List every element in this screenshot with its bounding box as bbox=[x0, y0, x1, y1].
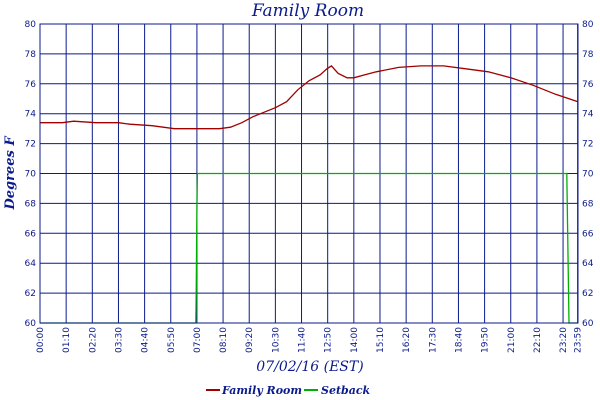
legend-label-setback: Setback bbox=[321, 384, 371, 397]
x-tick-label: 07:00 bbox=[193, 327, 203, 353]
x-tick-label: 16:20 bbox=[402, 327, 412, 353]
y-tick-label-right: 70 bbox=[582, 170, 594, 180]
y-tick-label-right: 60 bbox=[582, 319, 594, 329]
y-axis-title: Degrees F bbox=[3, 136, 18, 211]
x-tick-label: 23:20 bbox=[559, 327, 569, 353]
y-tick-label-left: 74 bbox=[25, 110, 37, 120]
y-tick-label-right: 72 bbox=[582, 140, 593, 150]
x-axis-title: 07/02/16 (EST) bbox=[256, 359, 363, 375]
x-tick-label: 18:40 bbox=[454, 327, 464, 353]
x-tick-label: 14:00 bbox=[350, 327, 360, 353]
y-tick-label-right: 80 bbox=[582, 20, 594, 30]
plot-frame bbox=[39, 23, 579, 324]
y-tick-label-left: 60 bbox=[25, 319, 37, 329]
x-tick-label: 22:10 bbox=[533, 327, 543, 353]
x-tick-label: 04:40 bbox=[141, 327, 151, 353]
x-tick-label: 10:30 bbox=[271, 327, 281, 353]
legend-label-family-room: Family Room bbox=[221, 384, 302, 397]
series-line-setback bbox=[40, 172, 578, 324]
x-tick-label: 00:00 bbox=[36, 327, 46, 353]
x-tick-label: 15:10 bbox=[376, 327, 386, 353]
x-tick-label: 23:59 bbox=[574, 327, 584, 353]
y-tick-label-left: 64 bbox=[25, 259, 37, 269]
y-tick-label-left: 68 bbox=[25, 199, 37, 209]
chart-title: Family Room bbox=[251, 1, 364, 21]
y-tick-label-right: 74 bbox=[582, 110, 594, 120]
x-tick-label: 09:20 bbox=[245, 327, 255, 353]
legend-item-family-room: Family Room bbox=[206, 384, 302, 397]
y-tick-label-right: 78 bbox=[582, 50, 594, 60]
x-tick-label: 11:40 bbox=[298, 327, 308, 353]
y-tick-label-left: 62 bbox=[25, 289, 36, 299]
x-tick-label: 05:50 bbox=[167, 327, 177, 353]
x-tick-label: 21:00 bbox=[507, 327, 517, 353]
y-tick-label-left: 72 bbox=[25, 140, 36, 150]
x-tick-label: 17:30 bbox=[428, 327, 438, 353]
x-tick-label: 12:50 bbox=[324, 327, 334, 353]
x-tick-label: 03:30 bbox=[114, 327, 124, 353]
y-tick-label-left: 78 bbox=[25, 50, 37, 60]
y-tick-label-right: 68 bbox=[582, 199, 594, 209]
series-lines bbox=[40, 65, 579, 324]
x-tick-label: 02:20 bbox=[88, 327, 98, 353]
y-tick-label-left: 70 bbox=[25, 170, 37, 180]
y-tick-label-left: 76 bbox=[25, 80, 37, 90]
legend-item-setback: Setback bbox=[304, 384, 371, 397]
y-tick-label-left: 66 bbox=[25, 229, 37, 239]
x-tick-label: 19:50 bbox=[481, 327, 491, 353]
y-tick-label-right: 76 bbox=[582, 80, 594, 90]
legend: Family Room Setback bbox=[206, 384, 371, 397]
y-tick-label-right: 66 bbox=[582, 229, 594, 239]
y-tick-labels: 60 60 62 62 64 64 66 66 68 68 70 70 72 72 74 74 76 76 78 78… bbox=[25, 20, 594, 329]
x-tick-label: 01:10 bbox=[62, 327, 72, 353]
series-line-family-room bbox=[40, 65, 579, 130]
x-tick-labels: 00:00 01:10 02:20 03:30 04:40 05:50 07:00 08:10… bbox=[36, 327, 584, 353]
y-tick-label-left: 80 bbox=[25, 20, 37, 30]
x-tick-label: 08:10 bbox=[219, 327, 229, 353]
y-tick-label-right: 62 bbox=[582, 289, 593, 299]
y-tick-label-right: 64 bbox=[582, 259, 594, 269]
